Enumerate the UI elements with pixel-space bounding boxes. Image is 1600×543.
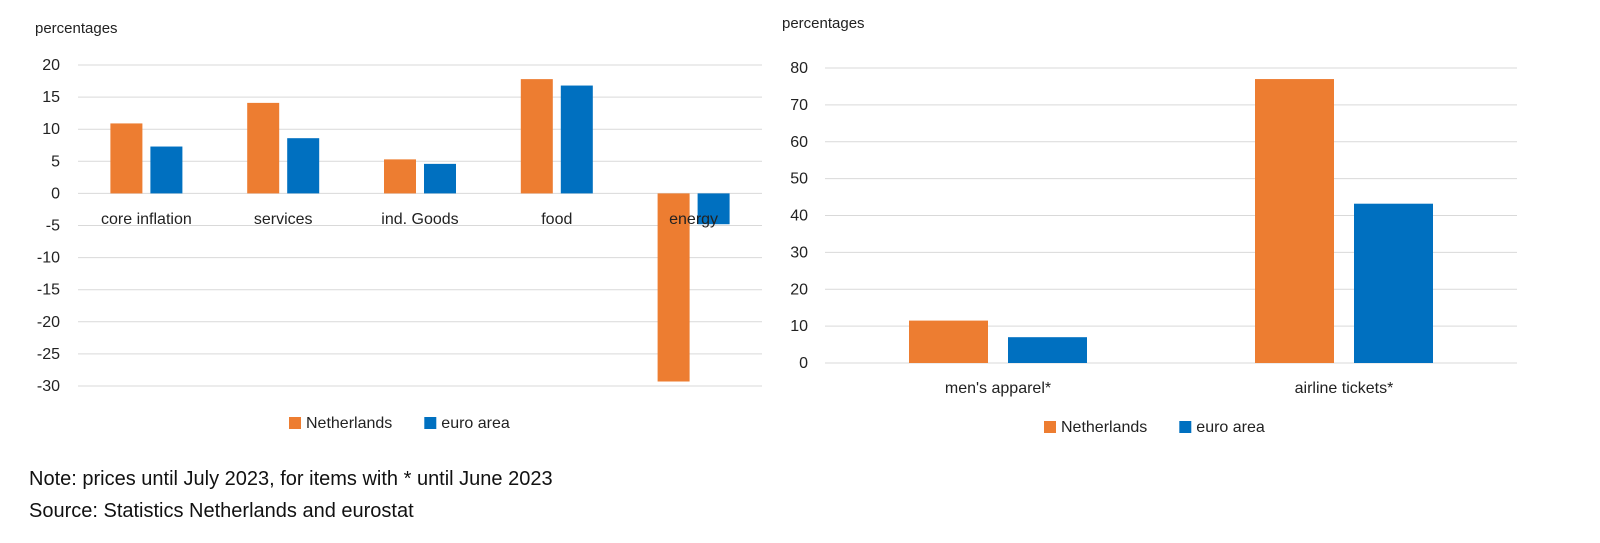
y-tick-label: 60: [790, 134, 808, 151]
bar-netherlands: [110, 123, 143, 194]
y-tick-label: 80: [790, 60, 808, 77]
left-chart: percentages 20 15 10 5 0 -5 -10 -15 -20 -25 -30 core…: [35, 20, 762, 432]
legend-label: euro area: [1196, 419, 1265, 436]
bar-netherlands: [520, 79, 553, 194]
bar-euro-area: [287, 138, 320, 194]
bar-netherlands: [909, 320, 988, 363]
bar-euro-area: [150, 146, 183, 194]
bar-netherlands: [384, 159, 416, 194]
y-axis-title: percentages: [35, 20, 118, 37]
y-tick-label: 0: [51, 185, 60, 202]
y-tick-label: 5: [51, 153, 60, 170]
legend-label: Netherlands: [1061, 419, 1147, 436]
legend-label: euro area: [441, 415, 510, 432]
y-axis-title: percentages: [782, 15, 865, 32]
bar-netherlands: [1255, 79, 1334, 363]
category-label: airline tickets*: [1295, 380, 1394, 397]
y-tick-label: -30: [37, 378, 60, 395]
y-tick-label: 20: [790, 281, 808, 298]
legend-label: Netherlands: [306, 415, 392, 432]
legend-swatch: [424, 417, 437, 429]
bar-euro-area: [560, 85, 593, 194]
legend: Netherlands euro area: [289, 415, 510, 432]
y-tick-label: 30: [790, 244, 808, 261]
category-label: ind. Goods: [381, 211, 458, 228]
y-tick-label: -10: [37, 250, 60, 267]
bar-euro-area: [424, 163, 456, 194]
legend-swatch: [289, 417, 301, 429]
category-label: energy: [669, 211, 718, 228]
category-label: services: [254, 211, 313, 228]
category-label: food: [541, 211, 572, 228]
y-tick-label: 0: [799, 355, 808, 372]
category-label: men's apparel*: [945, 380, 1051, 397]
bar-netherlands: [657, 193, 690, 382]
y-tick-label: 10: [42, 121, 60, 138]
bar-euro-area: [1354, 203, 1433, 363]
y-tick-label: -15: [37, 282, 60, 299]
y-tick-label: 50: [790, 171, 808, 188]
right-chart: percentages 80 70 60 50 40 30 20 10 0 men's appare…: [782, 15, 1517, 436]
category-label: core inflation: [101, 211, 192, 228]
y-tick-label: 20: [42, 57, 60, 74]
y-tick-label: 70: [790, 97, 808, 114]
source-text: Source: Statistics Netherlands and euros…: [29, 500, 414, 522]
y-tick-label: 15: [42, 89, 60, 106]
y-tick-label: 10: [790, 318, 808, 335]
note-text: Note: prices until July 2023, for items …: [29, 468, 553, 490]
y-tick-label: 40: [790, 208, 808, 225]
legend-swatch: [1044, 421, 1056, 433]
y-tick-label: -20: [37, 314, 60, 331]
legend-swatch: [1179, 421, 1192, 433]
y-tick-label: -5: [46, 218, 60, 235]
legend: Netherlands euro area: [1044, 419, 1265, 436]
bar-euro-area: [1008, 337, 1087, 363]
y-tick-label: -25: [37, 346, 60, 363]
bar-netherlands: [247, 102, 280, 194]
bar-euro-area: [697, 193, 730, 225]
